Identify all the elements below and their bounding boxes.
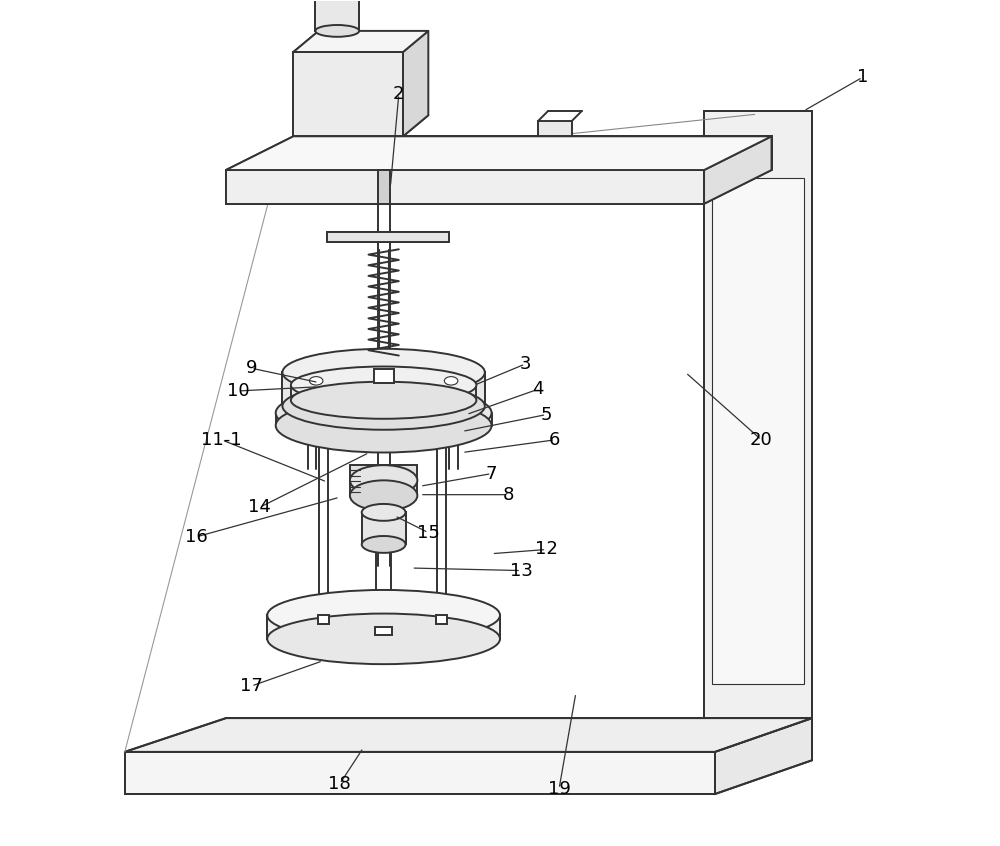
Ellipse shape <box>267 590 500 640</box>
Polygon shape <box>362 513 406 545</box>
Polygon shape <box>291 385 476 400</box>
Ellipse shape <box>362 504 406 521</box>
Polygon shape <box>403 31 428 136</box>
Bar <box>436 615 447 624</box>
Polygon shape <box>704 136 772 204</box>
Ellipse shape <box>291 366 476 404</box>
Ellipse shape <box>315 25 359 37</box>
Bar <box>378 170 390 204</box>
Polygon shape <box>715 718 812 794</box>
Text: 3: 3 <box>520 355 531 373</box>
Text: 16: 16 <box>185 528 208 546</box>
Polygon shape <box>293 31 428 52</box>
Text: 5: 5 <box>541 405 552 424</box>
Polygon shape <box>350 465 417 496</box>
Ellipse shape <box>291 382 476 419</box>
Text: 14: 14 <box>248 498 271 516</box>
Text: 12: 12 <box>535 541 558 558</box>
Text: 18: 18 <box>328 775 351 793</box>
Ellipse shape <box>276 386 492 440</box>
Polygon shape <box>293 52 403 136</box>
Bar <box>538 121 572 136</box>
Polygon shape <box>704 111 812 718</box>
Text: 1: 1 <box>857 69 868 86</box>
Bar <box>374 369 394 382</box>
Polygon shape <box>267 615 500 639</box>
Bar <box>327 232 449 242</box>
Ellipse shape <box>282 349 485 396</box>
Bar <box>375 627 392 635</box>
Bar <box>315 0 359 31</box>
Ellipse shape <box>362 536 406 552</box>
Text: 15: 15 <box>417 524 440 541</box>
Text: 10: 10 <box>227 382 250 400</box>
Ellipse shape <box>282 382 485 430</box>
Text: 20: 20 <box>750 431 773 449</box>
Polygon shape <box>226 136 772 170</box>
Ellipse shape <box>444 376 458 385</box>
Polygon shape <box>125 718 812 752</box>
Text: 7: 7 <box>486 464 497 482</box>
Ellipse shape <box>267 613 500 664</box>
Text: 6: 6 <box>549 431 560 449</box>
Text: 4: 4 <box>532 380 544 398</box>
Ellipse shape <box>350 465 417 496</box>
Text: 8: 8 <box>503 486 514 503</box>
Text: 13: 13 <box>510 562 533 580</box>
Ellipse shape <box>276 398 492 453</box>
Text: 11-1: 11-1 <box>201 431 242 449</box>
Polygon shape <box>282 372 485 406</box>
Ellipse shape <box>309 376 323 385</box>
Text: 9: 9 <box>245 360 257 377</box>
Text: 19: 19 <box>548 780 570 798</box>
Text: 17: 17 <box>240 677 263 695</box>
Polygon shape <box>125 752 715 794</box>
Bar <box>712 179 804 684</box>
Bar <box>318 615 329 624</box>
Polygon shape <box>226 170 704 204</box>
Text: 2: 2 <box>393 85 405 103</box>
Ellipse shape <box>350 481 417 511</box>
